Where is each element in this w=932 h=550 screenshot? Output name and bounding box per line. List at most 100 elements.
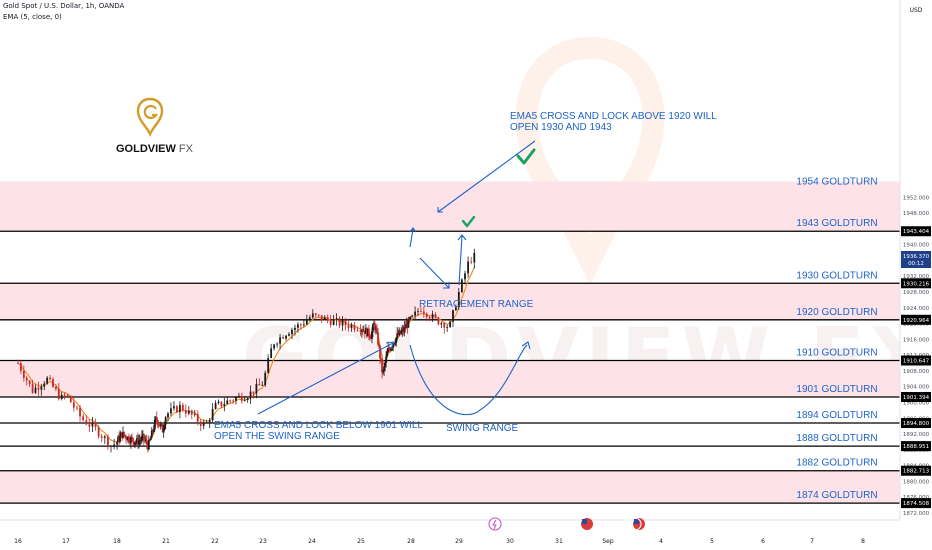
x-tick-label: 16 (14, 538, 22, 545)
candle-body (127, 436, 129, 441)
levels-layer: 1954 GOLDTURN 1943 GOLDTURN 1930 GOLDTURN 1… (0, 176, 900, 504)
level-label: 1882 GOLDTURN (796, 458, 877, 469)
candle (455, 304, 457, 311)
candle-body (381, 359, 383, 373)
candle-body (100, 436, 103, 438)
candle-body (371, 331, 373, 339)
price-tag-label: 1910.647 (903, 358, 930, 364)
candle (110, 444, 112, 453)
candle-body (144, 440, 147, 441)
candle-body (264, 372, 267, 386)
candle-body (356, 329, 359, 331)
y-tick-label: 1952.000 (903, 195, 930, 201)
candle (362, 325, 365, 332)
candle (107, 434, 109, 450)
candle-body (159, 424, 162, 427)
candle-body (119, 435, 121, 442)
candle-body (134, 442, 136, 445)
symbol-title[interactable]: Gold Spot / U.S. Dollar, 1h, OANDA (3, 2, 125, 10)
candle-body (152, 429, 155, 432)
candle (66, 393, 69, 398)
candle-body (63, 394, 66, 396)
candle (240, 392, 243, 404)
candle-body (387, 347, 390, 353)
candle-body (364, 328, 367, 334)
candle-body (375, 329, 377, 330)
zone-band (0, 283, 900, 320)
candle-body (341, 320, 344, 326)
candle (190, 409, 193, 420)
candle (305, 314, 308, 326)
candle (43, 380, 46, 391)
candle (379, 344, 381, 365)
current-price-bg (901, 250, 931, 268)
candle (140, 430, 143, 444)
candle (371, 327, 373, 344)
candle (446, 324, 449, 332)
candle-body (403, 326, 406, 332)
candle-body (461, 279, 463, 292)
candle-body (25, 377, 28, 381)
candle (264, 370, 267, 387)
candle (408, 316, 411, 324)
price-axis[interactable]: USD 1872.0001876.0001880.0001884.0001888… (899, 0, 932, 520)
candle-body (229, 400, 232, 402)
x-tick-label: 6 (761, 538, 765, 545)
y-tick-label: 1928.000 (903, 290, 930, 296)
price-tag: 1901.394 (901, 392, 931, 403)
candle (243, 396, 246, 402)
candle-body (455, 307, 457, 311)
candle-body (362, 330, 365, 332)
candle (116, 441, 118, 450)
candle (403, 320, 406, 337)
candle-body (366, 328, 369, 337)
candle (193, 409, 196, 417)
y-tick-label: 1932.000 (903, 274, 930, 280)
candle (34, 384, 37, 394)
candle (136, 434, 138, 445)
x-tick-label: 25 (357, 538, 365, 545)
event-icons[interactable] (488, 517, 645, 531)
price-tag-bg (901, 465, 931, 476)
candle (136, 432, 139, 449)
candle-body (422, 311, 425, 314)
candle (144, 435, 147, 444)
candle (131, 433, 133, 440)
annotation-line: EMA5 CROSS AND LOCK BELOW 1901 WILL (214, 420, 423, 431)
candle-body (173, 406, 175, 409)
candle (405, 317, 408, 329)
logo-name: GOLDVIEW (116, 143, 177, 155)
x-tick-label: 31 (555, 538, 563, 545)
candle (149, 435, 152, 441)
candle (407, 316, 410, 328)
candle-body (367, 328, 370, 337)
zone-band (0, 181, 900, 232)
candle-body (150, 430, 153, 438)
candle (297, 322, 299, 333)
candle (103, 434, 106, 444)
candle (139, 436, 142, 445)
logo-suffix: FX (179, 143, 194, 155)
candle (196, 410, 199, 426)
current-price-value: 1936.370 (903, 254, 930, 260)
annotation-swing-range: SWING RANGE (446, 423, 519, 434)
candle-body (305, 320, 308, 325)
x-tick-label: 5 (710, 538, 714, 545)
candle-body (279, 337, 281, 344)
candle-body (126, 438, 128, 441)
time-axis[interactable]: 16 17 18 21 22 23 24 25 28 29 30 31 Sep 4 5 6 7 8 (0, 517, 932, 550)
candle (130, 435, 132, 449)
candle-body (291, 329, 293, 335)
candle (417, 307, 419, 316)
candle (285, 334, 287, 341)
candle-body (31, 384, 34, 393)
price-tag: 1882.713 (901, 465, 931, 476)
candle-body (118, 436, 120, 442)
candle-body (97, 427, 100, 437)
candle (37, 381, 40, 396)
candle-body (202, 422, 205, 426)
level-label: 1954 GOLDTURN (796, 176, 877, 187)
candle-body (273, 344, 276, 349)
indicator-label[interactable]: EMA (5, close, 0) (3, 13, 62, 21)
